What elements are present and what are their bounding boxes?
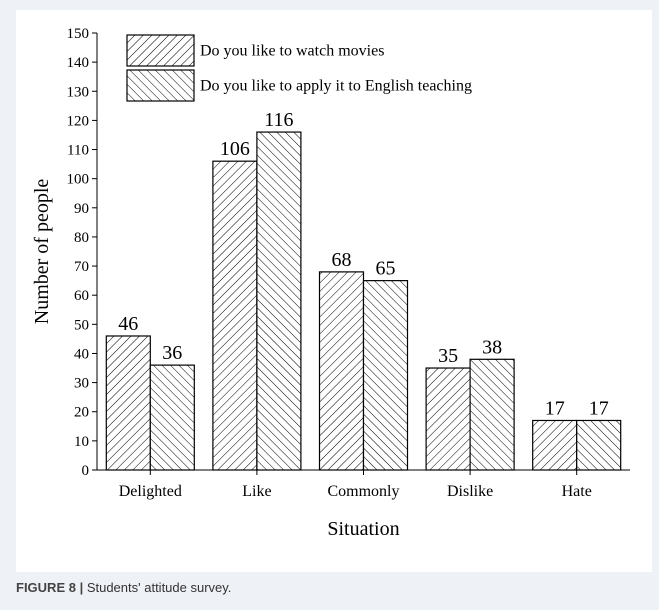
y-tick-label: 10	[74, 434, 89, 450]
data-label: 116	[264, 109, 293, 131]
x-tick-label: Delighted	[119, 483, 182, 500]
legend-label: Do you like to apply it to English teach…	[200, 78, 472, 95]
data-label: 17	[545, 397, 565, 419]
y-tick-label: 150	[67, 26, 90, 42]
x-tick-label: Like	[242, 483, 271, 500]
figure-caption: FIGURE 8 | Students' attitude survey.	[16, 580, 231, 595]
x-tick-label: Commonly	[327, 483, 399, 500]
y-tick-label: 40	[74, 346, 89, 362]
caption-text: Students' attitude survey.	[83, 580, 232, 595]
bar-watch-movies	[425, 367, 471, 471]
y-tick-label: 140	[67, 55, 90, 71]
legend-swatch	[126, 69, 195, 102]
y-tick-label: 70	[74, 259, 89, 275]
legend-swatch	[126, 34, 195, 67]
bar-watch-movies	[318, 271, 365, 471]
data-label: 46	[118, 313, 138, 335]
data-label: 35	[438, 345, 458, 367]
data-label: 65	[376, 258, 396, 280]
x-tick-label: Hate	[562, 483, 592, 500]
y-tick-label: 90	[74, 201, 89, 217]
y-tick-label: 130	[67, 84, 90, 100]
bar-apply-teaching	[149, 364, 195, 471]
y-tick-label: 60	[74, 288, 89, 304]
bar-chart: 0 10 20 30 40 50 60 70 80 90 100 110 120 130 140 150 46 3…	[31, 26, 630, 540]
y-tick-label: 80	[74, 230, 89, 246]
y-tick-label: 120	[67, 113, 90, 129]
y-axis-title: Number of people	[31, 179, 53, 325]
bar-apply-teaching	[362, 280, 409, 471]
data-label: 68	[332, 249, 352, 271]
data-label: 36	[162, 342, 182, 364]
y-tick-label: 50	[74, 317, 89, 333]
data-label: 17	[589, 397, 609, 419]
bar-watch-movies	[532, 419, 578, 471]
x-axis-title: Situation	[327, 518, 399, 540]
data-label: 106	[220, 138, 250, 160]
y-tick-label: 110	[67, 143, 89, 159]
data-label: 38	[482, 336, 502, 358]
y-tick-label: 0	[82, 463, 90, 479]
y-tick-label: 20	[74, 405, 89, 421]
bar-apply-teaching	[576, 419, 622, 471]
bar-watch-movies	[105, 335, 151, 471]
bar-apply-teaching	[256, 131, 302, 471]
x-tick-label: Dislike	[447, 483, 493, 500]
bar-watch-movies	[212, 160, 258, 471]
caption-label: FIGURE 8 |	[16, 580, 84, 595]
y-tick-label: 30	[74, 376, 89, 392]
y-tick-label: 100	[67, 172, 90, 188]
bar-apply-teaching	[469, 358, 515, 471]
legend-label: Do you like to watch movies	[200, 43, 384, 60]
